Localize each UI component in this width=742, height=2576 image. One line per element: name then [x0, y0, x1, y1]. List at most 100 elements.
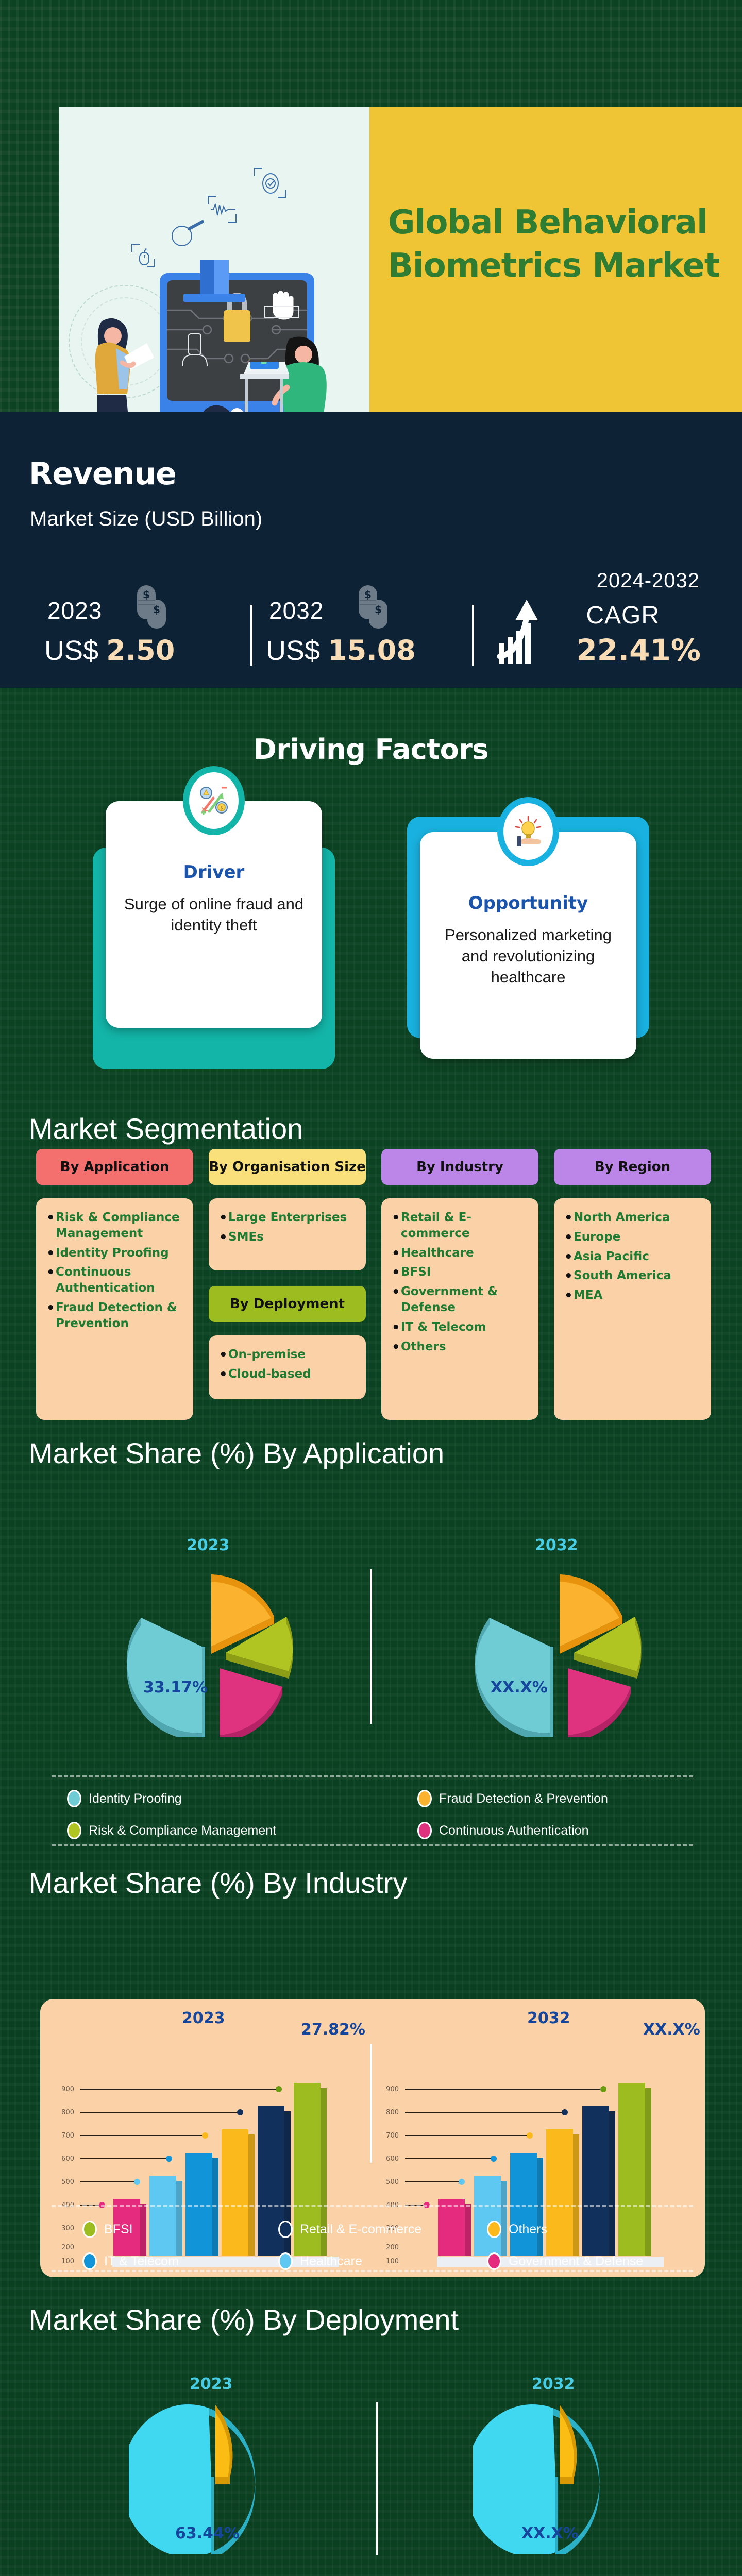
face-scan-bracket-icon	[254, 168, 286, 198]
segment-head-application: By Application	[36, 1149, 193, 1185]
y-tick-200: 200	[61, 2244, 74, 2251]
application-legend: Identity Proofing Fraud Detection & Prev…	[67, 1790, 706, 1854]
list-item: Continuous Authentication	[46, 1264, 184, 1296]
opportunity-badge	[497, 797, 559, 866]
y-tick-600: 600	[386, 2155, 399, 2163]
gridline-600	[405, 2156, 497, 2162]
legend-item: IT & Telecom	[82, 2252, 278, 2270]
list-item: Europe	[564, 1229, 702, 1247]
list-item: SMEs	[219, 1229, 357, 1247]
revenue-subtitle: Market Size (USD Billion)	[30, 507, 263, 530]
legend-swatch-icon	[82, 2221, 97, 2238]
legend-label: Fraud Detection & Prevention	[439, 1791, 608, 1806]
segment-items-region: North America Europe Asia Pacific South …	[554, 1198, 711, 1420]
list-item: Cloud-based	[219, 1366, 357, 1384]
y-tick-300: 300	[61, 2225, 74, 2232]
legend-item: Retail & E-commerce	[278, 2221, 487, 2238]
legend-swatch-icon	[278, 2221, 293, 2238]
cagr-range-label: 2024-2032	[596, 569, 700, 592]
segmentation-title: Market Segmentation	[29, 1112, 303, 1145]
legend-item: Continuous Authentication	[417, 1822, 696, 1839]
driver-card-text: Surge of online fraud and identity theft	[124, 895, 304, 934]
y-tick-100: 100	[386, 2258, 399, 2265]
industry-data-label-2032: XX.X%	[643, 2021, 700, 2039]
segmentation-columns: By Application Risk & Compliance Managem…	[36, 1149, 711, 1420]
industry-data-label-2023: 27.82%	[301, 2021, 365, 2039]
y-tick-500: 500	[386, 2178, 399, 2186]
revenue-section: Revenue Market Size (USD Billion) 2023 $	[0, 412, 742, 688]
legend-label: Continuous Authentication	[439, 1823, 589, 1838]
list-item: Large Enterprises	[219, 1209, 357, 1227]
forecast-year-label: 2032	[269, 597, 324, 624]
mouse-scan-bracket-icon	[131, 244, 155, 267]
legend-label: Risk & Compliance Management	[89, 1823, 277, 1838]
legend-label: IT & Telecom	[104, 2253, 179, 2268]
gridline-600	[80, 2156, 172, 2162]
driving-factors-title: Driving Factors	[254, 733, 488, 766]
segment-column-region: By Region North America Europe Asia Paci…	[554, 1149, 711, 1420]
industry-chart-title: Market Share (%) By Industry	[29, 1867, 408, 1899]
segment-items-deployment: On-premise Cloud-based	[209, 1335, 366, 1399]
segment-head-deployment: By Deployment	[209, 1286, 366, 1322]
gridline-dot-retail	[562, 2109, 568, 2115]
segment-head-region: By Region	[554, 1149, 711, 1185]
legend-label: Government & Defense	[509, 2253, 644, 2268]
industry-legend: BFSI Retail & E-commerce Others IT & Tel…	[82, 2221, 721, 2284]
driver-badge: $	[183, 766, 245, 835]
driver-card-heading: Driver	[183, 862, 245, 883]
driver-card-body: $ Driver Surge of online fraud and ident…	[106, 766, 322, 1028]
y-tick-300: 300	[386, 2225, 399, 2232]
y-tick-700: 700	[61, 2132, 74, 2140]
gridline-dot-healthcare	[459, 2179, 465, 2185]
list-item: Retail & E-commerce	[392, 1209, 529, 1242]
segment-column-industry: By Industry Retail & E-commerce Healthca…	[381, 1149, 538, 1420]
gridline-dot-bfsi	[276, 2086, 282, 2092]
revenue-title: Revenue	[29, 456, 177, 492]
y-tick-500: 500	[61, 2178, 74, 2186]
list-item: IT & Telecom	[392, 1319, 529, 1337]
header-banner: Global Behavioral Biometrics Market	[0, 0, 742, 679]
gridline-500	[405, 2179, 465, 2185]
segment-items-industry: Retail & E-commerce Healthcare BFSI Gove…	[381, 1198, 538, 1420]
deployment-year-left: 2023	[190, 2375, 233, 2393]
deployment-pie-2023	[129, 2404, 256, 2554]
revenue-stats-row: 2023 $ $	[29, 559, 714, 670]
stat-divider-1	[250, 605, 252, 666]
base-year-value: US$ 2.50	[44, 634, 175, 667]
opportunity-card-heading: Opportunity	[468, 893, 588, 913]
y-tick-100: 100	[61, 2258, 74, 2265]
deployment-data-label-2032: XX.X%	[521, 2524, 579, 2543]
gridline-dot-healthcare	[134, 2179, 140, 2185]
svg-text:$: $	[364, 588, 372, 601]
waveform-icon	[211, 203, 235, 216]
list-item: Risk & Compliance Management	[46, 1209, 184, 1242]
page-title-line-2: Biometrics Market	[388, 247, 720, 285]
segment-items-application: Risk & Compliance Management Identity Pr…	[36, 1198, 193, 1420]
legend-label: Others	[509, 2222, 548, 2236]
divider-dashed-industry-legend-top	[52, 2205, 693, 2207]
base-year-amount: 2.50	[106, 634, 175, 667]
industry-year-left: 2023	[182, 2009, 225, 2027]
base-year-label: 2023	[47, 597, 103, 624]
lightbulb-idea-icon	[503, 803, 553, 860]
svg-text:$: $	[143, 588, 150, 601]
list-item: Healthcare	[392, 1245, 529, 1263]
list-item: On-premise	[219, 1346, 357, 1364]
deployment-center-divider	[376, 2402, 378, 2555]
divider-dashed-deployment-top	[52, 2270, 693, 2272]
gridline-dot-it	[166, 2156, 172, 2162]
legend-item: Healthcare	[278, 2252, 487, 2270]
list-item: MEA	[564, 1287, 702, 1305]
y-tick-800: 800	[386, 2109, 399, 2116]
opportunity-card-text: Personalized marketing and revolutionizi…	[445, 926, 612, 986]
legend-swatch-icon	[417, 1822, 432, 1839]
divider-dashed-top	[52, 1775, 693, 1777]
svg-text:$: $	[153, 603, 160, 616]
growth-arrow-chart-icon	[497, 600, 538, 664]
legend-swatch-icon	[487, 2252, 501, 2270]
revenue-base-year-stat: 2023 $ $	[29, 559, 250, 670]
list-item: Asia Pacific	[564, 1248, 702, 1266]
list-item: South America	[564, 1267, 702, 1285]
segment-column-application: By Application Risk & Compliance Managem…	[36, 1149, 193, 1420]
base-year-currency: US$	[44, 635, 99, 666]
